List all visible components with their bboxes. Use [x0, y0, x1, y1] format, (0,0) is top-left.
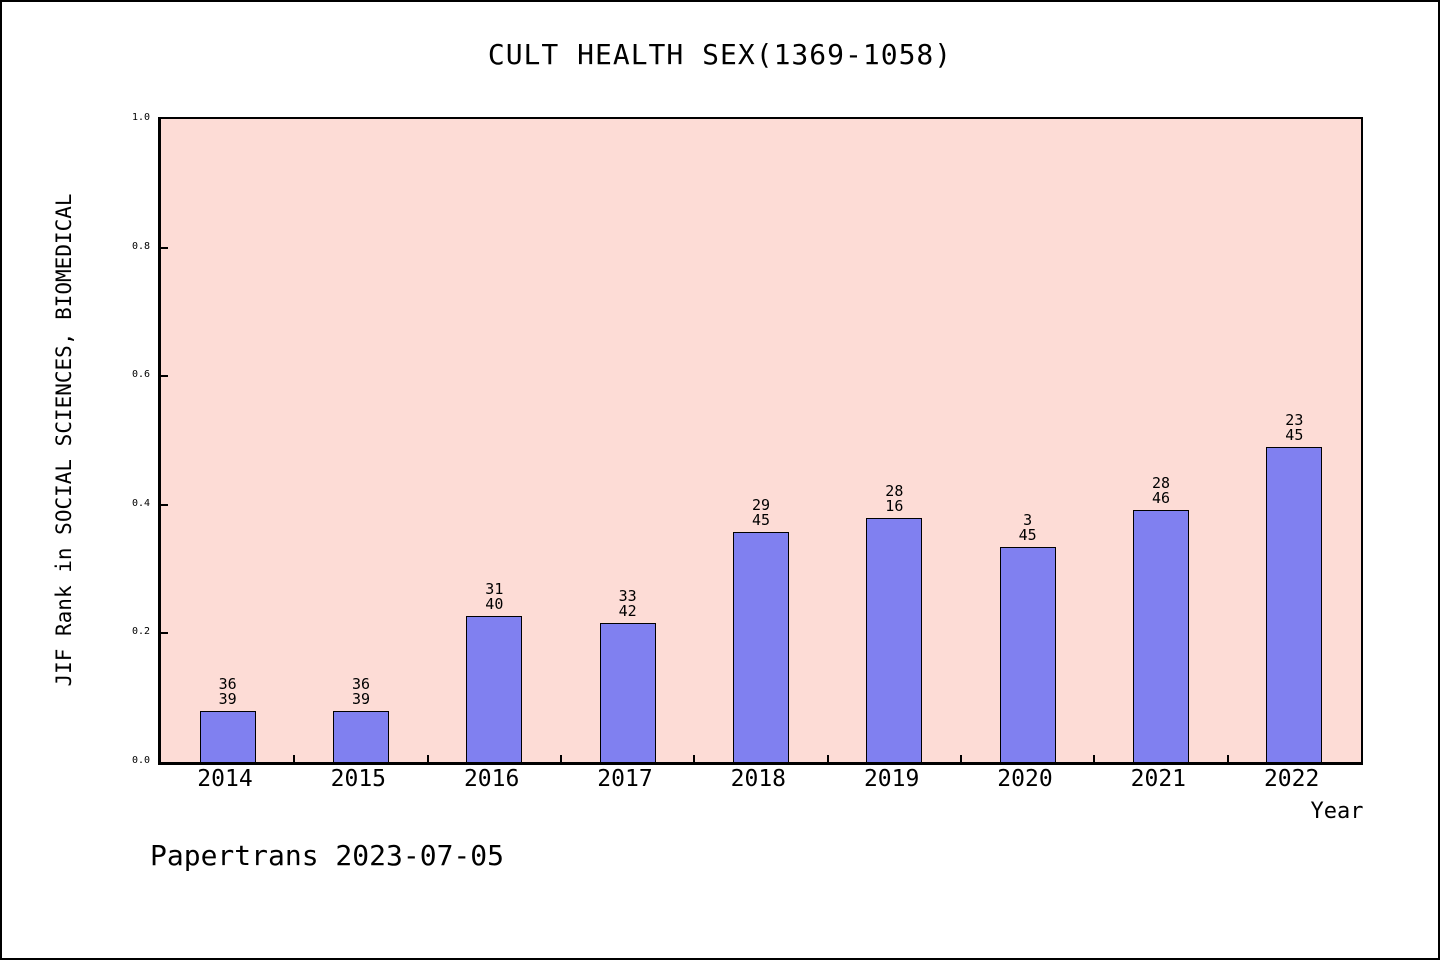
footer-credit: Papertrans 2023-07-05: [150, 839, 505, 872]
bar-value-line: 16: [885, 497, 904, 515]
bar-value-line: 46: [1151, 489, 1171, 507]
y-tick-label-0.2: 0.2: [131, 626, 150, 638]
x-tick-label-2014: 2014: [197, 766, 253, 792]
bar-value-label-2017: 33 42: [568, 589, 688, 619]
x-tick-label-2021: 2021: [1130, 766, 1187, 792]
bar-value-line: 23: [1285, 411, 1304, 429]
y-tick-mark: [161, 503, 168, 506]
bar-value-line: 45: [1285, 426, 1304, 444]
x-minor-tick: [826, 755, 829, 762]
bar-value-line: 45: [1018, 526, 1037, 544]
bar-2018: [733, 532, 789, 762]
bar-value-line: 28: [1151, 474, 1171, 492]
y-tick-label-0.6: 0.6: [131, 369, 150, 381]
y-tick-mark: [161, 632, 168, 635]
x-tick-label-2019: 2019: [863, 766, 920, 792]
bar-value-label-2020: 3 45: [968, 513, 1088, 543]
bar-2022: [1266, 447, 1323, 762]
x-minor-tick: [426, 755, 429, 762]
bar-value-line: 33: [618, 587, 637, 605]
bar-value-line: 29: [751, 496, 771, 514]
bar-value-label-2021: 28 46: [1101, 476, 1221, 506]
bar-value-label-2018: 29 45: [701, 498, 821, 528]
bar-value-label-2022: 23 45: [1234, 413, 1354, 443]
y-tick-label-0.0: 0.0: [131, 755, 150, 766]
x-minor-tick: [1226, 755, 1229, 762]
bar-value-line: 36: [351, 675, 371, 693]
x-tick-label-2018: 2018: [730, 766, 787, 792]
bar-2016: [466, 616, 523, 762]
bar-value-line: 39: [351, 690, 371, 708]
bar-value-label-2014: 36 39: [168, 677, 288, 707]
x-minor-tick: [560, 755, 562, 762]
bar-value-line: 42: [618, 602, 637, 620]
y-tick-mark: [161, 375, 168, 378]
y-tick-mark: [161, 246, 168, 249]
bar-value-line: 40: [485, 595, 504, 613]
bar-2015: [333, 711, 389, 762]
x-axis-label: Year: [1310, 799, 1364, 824]
chart-title: CULT HEALTH SEX(1369-1058): [487, 38, 953, 71]
x-minor-tick: [960, 755, 962, 762]
bar-2019: [866, 518, 923, 762]
x-minor-tick: [693, 755, 696, 762]
bar-2014: [199, 711, 256, 762]
bar-value-line: 28: [885, 482, 904, 500]
x-tick-label-2015: 2015: [330, 766, 387, 792]
bar-2017: [599, 623, 656, 762]
x-tick-label-2017: 2017: [597, 766, 653, 792]
plot-area: 36 39 36 39 31 40 33 42 29 45 28 16 3 45 28 46 23 45: [158, 117, 1363, 765]
x-tick-label-2016: 2016: [463, 766, 520, 792]
bar-value-label-2019: 28 16: [834, 484, 954, 514]
bar-value-line: 31: [485, 580, 504, 598]
bar-value-label-2016: 31 40: [434, 582, 554, 612]
bar-2020: [999, 547, 1056, 762]
y-axis-label: JIF Rank in SOCIAL SCIENCES, BIOMEDICAL: [52, 193, 76, 687]
bar-2021: [1133, 510, 1189, 762]
bar-value-line: 3: [1023, 511, 1033, 529]
y-tick-label-0.4: 0.4: [131, 497, 150, 509]
x-tick-label-2020: 2020: [997, 766, 1053, 792]
x-minor-tick: [293, 755, 296, 762]
bar-value-line: 45: [751, 511, 771, 529]
x-minor-tick: [1093, 755, 1096, 762]
bar-value-line: 36: [218, 675, 237, 693]
bar-value-line: 39: [218, 690, 237, 708]
y-tick-label-0.8: 0.8: [131, 240, 150, 252]
y-tick-label-1.0: 1.0: [131, 112, 150, 123]
x-tick-label-2022: 2022: [1263, 766, 1320, 792]
bar-value-label-2015: 36 39: [301, 677, 421, 707]
